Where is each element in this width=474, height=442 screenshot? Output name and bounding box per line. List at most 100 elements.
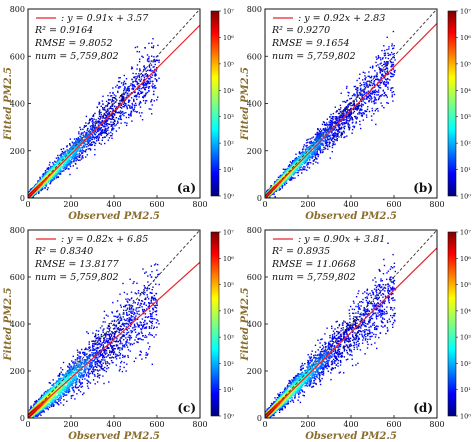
density-points — [265, 230, 437, 418]
y-tick-label: 400 — [247, 100, 262, 109]
colorbar-tick-label: 10⁶ — [223, 34, 234, 42]
x-axis-label: Observed PM2.5 — [68, 431, 160, 442]
density-points — [28, 9, 200, 198]
colorbar-tick-label: 10³ — [223, 113, 234, 121]
fit-equation: : y = 0.92x + 2.83 — [298, 13, 385, 24]
regression-line — [265, 247, 437, 418]
y-tick-label: 200 — [247, 367, 262, 376]
colorbar-tick-label: 10⁰ — [223, 193, 234, 201]
x-tick-label: 800 — [192, 420, 207, 429]
y-tick-label: 200 — [10, 367, 25, 376]
y-tick-label: 600 — [10, 273, 25, 282]
colorbar-tick-label: 10⁵ — [223, 281, 234, 289]
colorbar — [447, 10, 457, 197]
x-tick-label: 400 — [343, 200, 358, 209]
y-tick-label: 400 — [247, 320, 262, 329]
rmse-stat: RMSE = 9.1654 — [271, 38, 350, 49]
colorbar — [447, 231, 457, 417]
x-tick-label: 0 — [25, 420, 30, 429]
y-axis-label: Fitted PM2.5 — [3, 67, 14, 141]
y-tick-label: 800 — [10, 5, 25, 14]
y-tick-label: 0 — [257, 414, 262, 423]
x-tick-label: 200 — [300, 420, 315, 429]
colorbar-tick-label: 10⁶ — [460, 34, 471, 42]
y-tick-label: 0 — [20, 414, 25, 423]
colorbar-tick-label: 10¹ — [223, 386, 234, 394]
panel-c: 0 200 400 600 800 0 200 400 600 800: y = 0.82x + … — [3, 226, 234, 442]
x-tick-label: 600 — [386, 200, 401, 209]
one-to-one-line — [265, 9, 437, 198]
colorbar-tick-label: 10⁴ — [223, 307, 234, 315]
density-points — [265, 9, 437, 198]
colorbar-tick-label: 10⁵ — [223, 60, 234, 68]
colorbar-tick-label: 10⁷ — [460, 8, 471, 16]
y-tick-label: 800 — [10, 226, 25, 235]
num-stat: num = 5,759,802 — [272, 51, 356, 62]
fit-equation: : y = 0.91x + 3.57 — [61, 13, 149, 24]
colorbar-tick-label: 10⁰ — [460, 413, 471, 421]
x-tick-label: 600 — [149, 200, 164, 209]
x-axis-label: Observed PM2.5 — [305, 431, 397, 442]
panel-label: (a) — [177, 181, 196, 195]
r2-stat: R² = 0.8340 — [34, 246, 93, 257]
y-axis-label: Fitted PM2.5 — [240, 287, 251, 361]
colorbar-tick-label: 10⁵ — [460, 281, 471, 289]
num-stat: num = 5,759,802 — [35, 272, 119, 283]
y-tick-label: 0 — [20, 194, 25, 203]
colorbar-tick-label: 10³ — [223, 334, 234, 342]
y-tick-label: 0 — [257, 194, 262, 203]
x-tick-label: 800 — [429, 200, 444, 209]
colorbar — [210, 10, 220, 197]
x-axis-label: Observed PM2.5 — [305, 211, 397, 222]
panel-label: (c) — [177, 401, 196, 415]
y-axis-label: Fitted PM2.5 — [240, 67, 251, 141]
x-tick-label: 400 — [106, 200, 121, 209]
y-tick-label: 600 — [10, 52, 25, 61]
colorbar-tick-label: 10⁷ — [460, 229, 471, 237]
rmse-stat: RMSE = 11.0668 — [271, 259, 356, 270]
x-tick-label: 200 — [63, 200, 78, 209]
y-tick-label: 200 — [247, 147, 262, 156]
x-tick-label: 800 — [192, 200, 207, 209]
one-to-one-line — [265, 230, 437, 418]
y-tick-label: 600 — [247, 273, 262, 282]
colorbar-tick-label: 10⁵ — [460, 60, 471, 68]
r2-stat: R² = 0.8935 — [271, 246, 330, 257]
x-axis-label: Observed PM2.5 — [68, 211, 160, 222]
y-axis-label: Fitted PM2.5 — [3, 287, 14, 361]
y-tick-label: 800 — [247, 226, 262, 235]
colorbar-tick-label: 10⁰ — [223, 413, 234, 421]
x-tick-label: 0 — [262, 420, 267, 429]
rmse-stat: RMSE = 13.8177 — [34, 259, 120, 270]
colorbar-tick-label: 10⁶ — [223, 255, 234, 263]
num-stat: num = 5,759,802 — [35, 51, 119, 62]
colorbar-tick-label: 10² — [223, 140, 234, 148]
x-tick-label: 400 — [343, 420, 358, 429]
regression-line — [28, 261, 200, 417]
y-tick-label: 200 — [10, 147, 25, 156]
colorbar-tick-label: 10² — [223, 360, 234, 368]
regression-line — [28, 24, 200, 198]
fit-equation: : y = 0.82x + 6.85 — [61, 234, 148, 245]
y-tick-label: 400 — [10, 100, 25, 109]
x-tick-label: 0 — [262, 200, 267, 209]
x-tick-label: 0 — [25, 200, 30, 209]
y-tick-label: 800 — [247, 5, 262, 14]
x-tick-label: 200 — [63, 420, 78, 429]
r2-stat: R² = 0.9270 — [271, 25, 330, 36]
colorbar-tick-label: 10¹ — [460, 166, 471, 174]
one-to-one-line — [28, 9, 200, 198]
x-tick-label: 200 — [300, 200, 315, 209]
rmse-stat: RMSE = 9.8052 — [34, 38, 113, 49]
density-points — [28, 230, 200, 418]
colorbar-tick-label: 10² — [460, 140, 471, 148]
colorbar-tick-label: 10⁰ — [460, 193, 471, 201]
panel-label: (b) — [413, 181, 433, 195]
x-tick-label: 400 — [106, 420, 121, 429]
colorbar-tick-label: 10³ — [460, 334, 471, 342]
panel-a: 0 200 400 600 800 0 200 400 600 800 : y = 0.91x + … — [3, 5, 234, 222]
colorbar-tick-label: 10⁷ — [223, 229, 234, 237]
r2-stat: R² = 0.9164 — [34, 25, 93, 36]
colorbar-tick-label: 10⁶ — [460, 255, 471, 263]
